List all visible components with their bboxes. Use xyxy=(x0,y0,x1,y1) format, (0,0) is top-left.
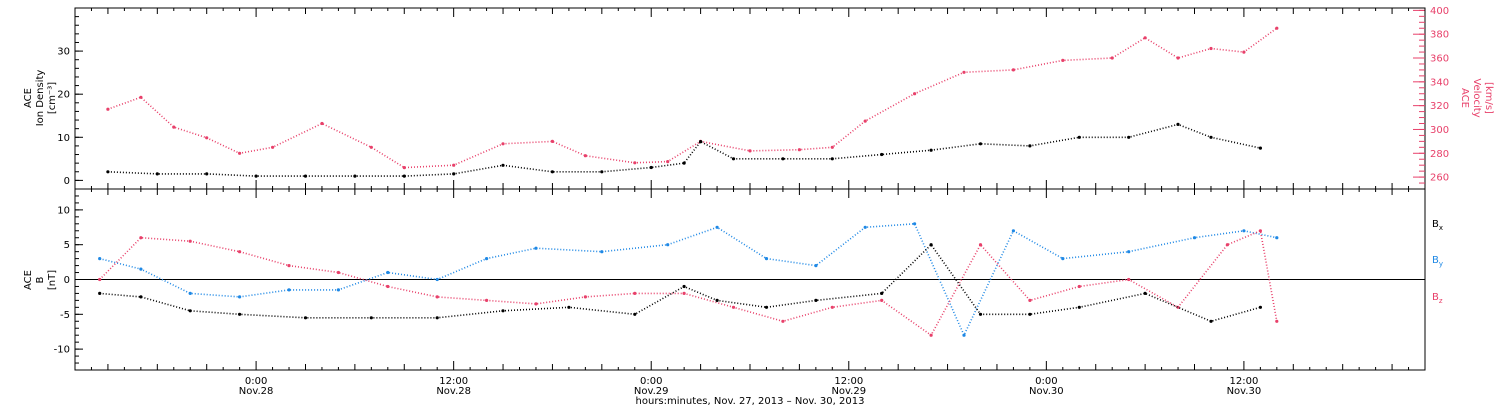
legend-bz: Bz xyxy=(1432,292,1443,305)
xtick-date-label: Nov.29 xyxy=(831,386,866,397)
legend-bx: Bx xyxy=(1432,219,1443,232)
top-right-ytick-label: 320 xyxy=(1430,101,1449,112)
top-left-ticks: 0 10 20 30 xyxy=(57,16,83,187)
bx-point xyxy=(303,316,308,320)
top-ylabel-right-line3: [km/s] xyxy=(1483,82,1494,114)
density-point xyxy=(106,170,110,174)
top-right-ytick-label: 340 xyxy=(1430,77,1449,88)
top-ylabel-right-line2: Velocity xyxy=(1471,78,1482,117)
data-points xyxy=(98,26,1279,338)
density-point xyxy=(353,174,357,178)
top-right-ytick-label: 260 xyxy=(1430,173,1449,184)
density-point xyxy=(978,142,983,146)
bottom-left-ticks: -10 -5 0 5 10 xyxy=(54,195,83,364)
top-panel-frame xyxy=(74,7,1426,190)
top-right-ytick-label: 400 xyxy=(1430,6,1449,17)
bz-trace xyxy=(99,229,1278,337)
x-ticks: 0:00Nov.2812:00Nov.280:00Nov.2912:00Nov.… xyxy=(74,8,1426,397)
velocity-trace xyxy=(107,27,1278,169)
bz-series xyxy=(98,229,1279,337)
top-ylabel-line2: Ion Density xyxy=(35,70,46,127)
top-right-ticks: 260 280 300 320 340 360 380 400 xyxy=(1413,6,1449,184)
xtick-time-label: 12:00 xyxy=(439,376,468,387)
density-point xyxy=(501,163,505,167)
xtick-date-label: Nov.28 xyxy=(239,386,274,397)
bottom-ytick-label: 0 xyxy=(64,275,70,286)
by-point xyxy=(863,225,867,229)
bottom-ylabel-line3: [nT] xyxy=(47,270,58,290)
velocity-series xyxy=(106,26,1279,170)
density-series xyxy=(106,122,1262,178)
legend-by: By xyxy=(1432,255,1443,268)
xtick-time-label: 12:00 xyxy=(834,376,863,387)
top-ytick-label: 10 xyxy=(57,133,70,144)
by-point xyxy=(1011,229,1016,233)
bottom-ytick-label: 5 xyxy=(64,240,70,251)
top-ylabel-right-line1: ACE xyxy=(1459,88,1470,108)
top-right-ytick-label: 380 xyxy=(1430,30,1449,41)
bottom-ytick-label: -5 xyxy=(60,310,70,321)
bx-series xyxy=(98,243,1262,323)
xtick-date-label: Nov.28 xyxy=(436,386,471,397)
xtick-time-label: 0:00 xyxy=(245,376,267,387)
top-ylabel-line1: ACE xyxy=(23,88,34,108)
top-ytick-label: 20 xyxy=(57,90,70,101)
x-axis-title: hours:minutes, Nov. 27, 2013 – Nov. 30, … xyxy=(636,396,865,407)
bx-trace xyxy=(99,243,1261,323)
velocity-point xyxy=(797,148,802,152)
bz-point xyxy=(287,264,291,268)
xtick-date-label: Nov.29 xyxy=(634,386,669,397)
bz-point xyxy=(633,291,637,295)
xtick-date-label: Nov.30 xyxy=(1029,386,1064,397)
bz-point xyxy=(781,319,785,323)
bottom-ylabel-line2: B xyxy=(35,276,46,283)
top-ytick-label: 0 xyxy=(64,176,70,187)
density-point xyxy=(1258,146,1262,150)
top-right-ytick-label: 300 xyxy=(1430,125,1449,136)
velocity-point xyxy=(830,145,834,149)
xtick-time-label: 0:00 xyxy=(640,376,662,387)
top-right-ytick-label: 360 xyxy=(1430,54,1449,65)
bottom-ylabel-line1: ACE xyxy=(23,270,34,290)
density-trace xyxy=(107,123,1261,177)
velocity-point xyxy=(1011,68,1016,72)
bottom-ytick-label: -10 xyxy=(54,345,70,356)
xtick-time-label: 0:00 xyxy=(1035,376,1057,387)
bx-point xyxy=(238,312,242,316)
xtick-date-label: Nov.30 xyxy=(1227,386,1262,397)
by-series xyxy=(98,222,1279,338)
top-right-ytick-label: 280 xyxy=(1430,149,1449,160)
xtick-time-label: 12:00 xyxy=(1229,376,1258,387)
top-ylabel-line3: [cm⁻³] xyxy=(47,82,58,114)
bottom-ytick-label: 10 xyxy=(57,205,70,216)
top-ytick-label: 30 xyxy=(57,47,70,58)
